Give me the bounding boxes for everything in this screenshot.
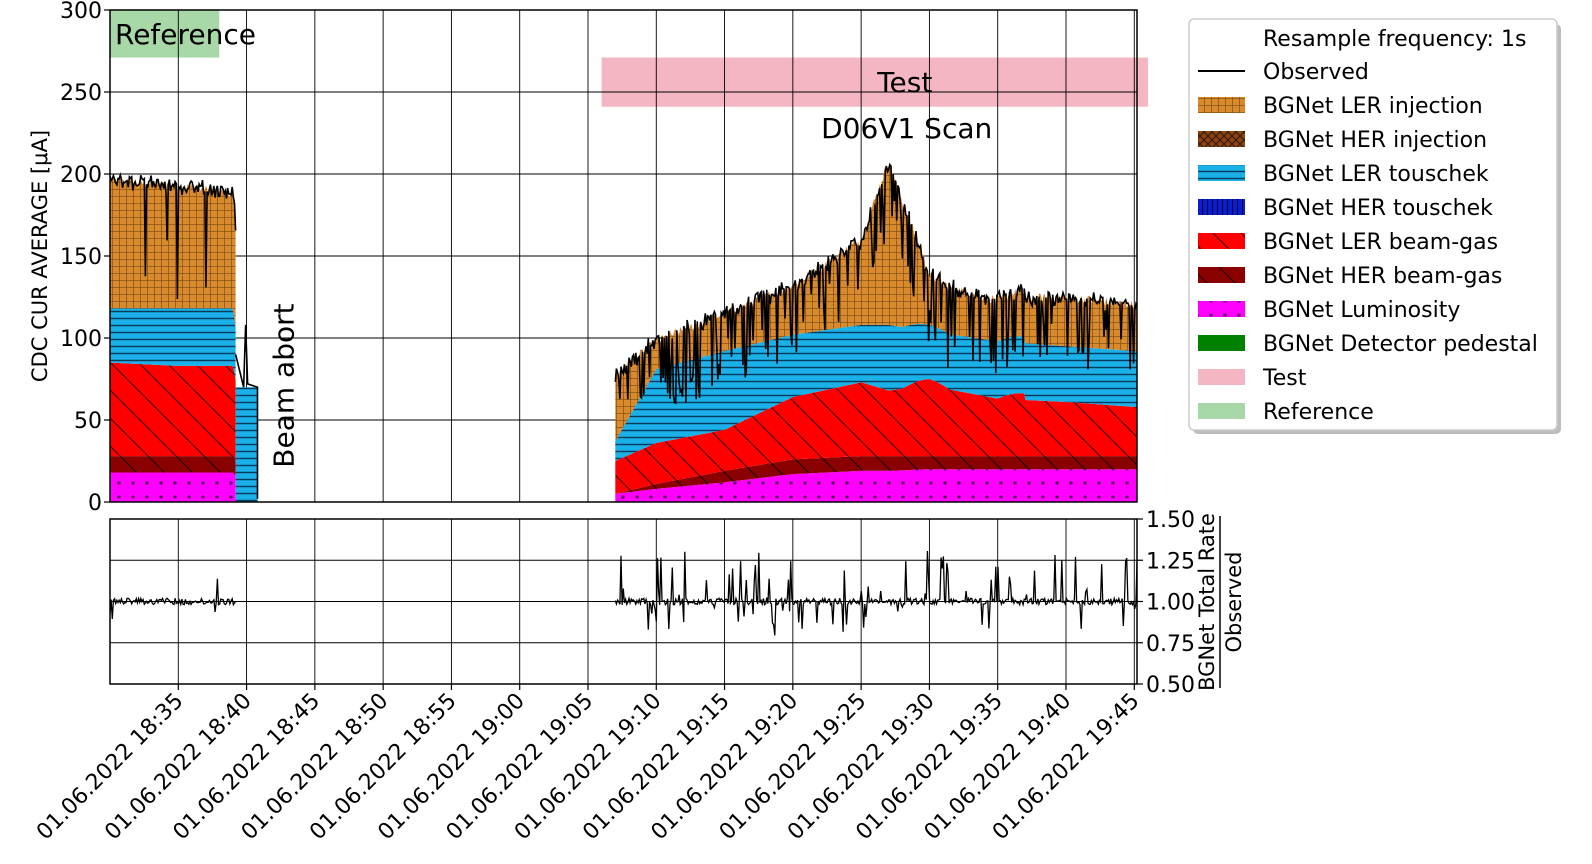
top-y-tick-label: 50: [74, 409, 102, 434]
area-bgnet-ler-touschek-reference: [110, 308, 236, 380]
area-bgnet-ler-injection-test: [615, 164, 1137, 442]
legend-label-test: Test: [1262, 366, 1307, 391]
legend-label-bgnet-ler-beam-gas: BGNet LER beam-gas: [1263, 230, 1498, 255]
top-panel: Reference Test 0 50 100 150 200 250 300 CDC CUR…: [28, 0, 1148, 516]
legend-swatch-bgnet-ler-injection: [1198, 97, 1245, 113]
ratio-label-numerator: BGNet Total Rate: [1195, 513, 1219, 691]
bottom-y-tick-label: 1.25: [1146, 549, 1195, 574]
span-label-test: Test: [876, 66, 932, 99]
legend-swatch-test: [1198, 369, 1245, 385]
legend-swatch-bgnet-her-injection: [1198, 131, 1245, 147]
area-bgnet-ler-beam-gas-test: [615, 379, 1137, 494]
legend-swatch-bgnet-luminosity: [1198, 301, 1245, 317]
observed-line-group: [110, 162, 1137, 499]
area-bgnet-her-beam-gas-reference: [110, 456, 236, 476]
annotation-d06v1-scan: D06V1 Scan: [821, 112, 992, 145]
top-y-tick-label: 200: [60, 163, 102, 188]
legend-label-bgnet-luminosity: BGNet Luminosity: [1263, 298, 1460, 323]
observed-line-abort: [234, 324, 259, 499]
top-y-ticks: 0 50 100 150 200 250 300: [60, 0, 110, 516]
legend-swatch-bgnet-detector-pedestal: [1198, 335, 1245, 351]
area-bgnet-her-beam-gas-test: [615, 456, 1137, 494]
legend-title: Resample frequency: 1s: [1263, 27, 1526, 52]
top-y-tick-label: 0: [88, 491, 102, 516]
top-y-tick-label: 250: [60, 81, 102, 106]
area-beam-abort-tail: [235, 387, 258, 502]
legend-label-bgnet-her-injection: BGNet HER injection: [1263, 128, 1487, 153]
span-reference: [110, 10, 220, 58]
top-y-tick-label: 150: [60, 245, 102, 270]
bottom-gridlines: [110, 518, 1137, 685]
ratio-line: [110, 550, 1137, 636]
legend-label-bgnet-her-touschek: BGNet HER touschek: [1263, 196, 1493, 221]
observed-line-reference: [110, 171, 237, 300]
bottom-panel: 0.50 0.75 1.00 1.25 1.50 BGNet Total Rate Ob…: [32, 508, 1246, 845]
legend-label-observed: Observed: [1263, 60, 1369, 85]
legend-label-bgnet-detector-pedestal: BGNet Detector pedestal: [1263, 332, 1538, 357]
bottom-y-tick-label: 1.50: [1146, 508, 1195, 533]
bottom-y-axis-label: BGNet Total Rate Observed: [1195, 513, 1246, 691]
bottom-y-tick-label: 0.50: [1146, 673, 1195, 698]
legend-swatch-bgnet-her-beam-gas: [1198, 267, 1245, 283]
legend-label-bgnet-her-beam-gas: BGNet HER beam-gas: [1263, 264, 1502, 289]
legend-swatch-bgnet-ler-touschek: [1198, 165, 1245, 181]
annotation-beam-abort: Beam abort: [268, 303, 301, 467]
area-bgnet-ler-beam-gas-reference: [110, 362, 236, 461]
legend-label-bgnet-ler-injection: BGNet LER injection: [1263, 94, 1483, 119]
observed-line-test: [614, 162, 1137, 405]
top-y-tick-label: 100: [60, 327, 102, 352]
bottom-y-tick-label: 1.00: [1146, 591, 1195, 616]
legend-entries: Observed BGNet LER injection BGNet HER inj…: [1198, 60, 1538, 425]
ratio-label-denominator: Observed: [1222, 551, 1246, 652]
highlight-spans: Reference Test: [110, 10, 1148, 107]
legend-label-bgnet-ler-touschek: BGNet LER touschek: [1263, 162, 1489, 187]
area-bgnet-luminosity-test: [615, 469, 1137, 502]
legend-frame: [1188, 18, 1558, 431]
legend-swatch-bgnet-ler-beam-gas: [1198, 233, 1245, 249]
legend-swatch-reference: [1198, 403, 1245, 419]
top-y-axis-label: CDC CUR AVERAGE [μA]: [28, 130, 52, 382]
annotations: Beam abort D06V1 Scan: [268, 112, 993, 468]
top-y-tick-label: 300: [60, 0, 102, 24]
bottom-y-ticks: 0.50 0.75 1.00 1.25 1.50: [1137, 508, 1195, 698]
legend-swatch-bgnet-her-touschek: [1198, 199, 1245, 215]
legend: Resample frequency: 1s Observed BGNet LER…: [1188, 18, 1561, 434]
stacked-areas: [110, 164, 1137, 502]
bottom-y-tick-label: 0.75: [1146, 632, 1195, 657]
span-test: [601, 57, 1148, 107]
area-bgnet-luminosity-reference: [110, 472, 236, 502]
span-label-reference: Reference: [115, 18, 256, 51]
area-bgnet-ler-injection-reference: [110, 175, 236, 328]
legend-label-reference: Reference: [1263, 400, 1374, 425]
